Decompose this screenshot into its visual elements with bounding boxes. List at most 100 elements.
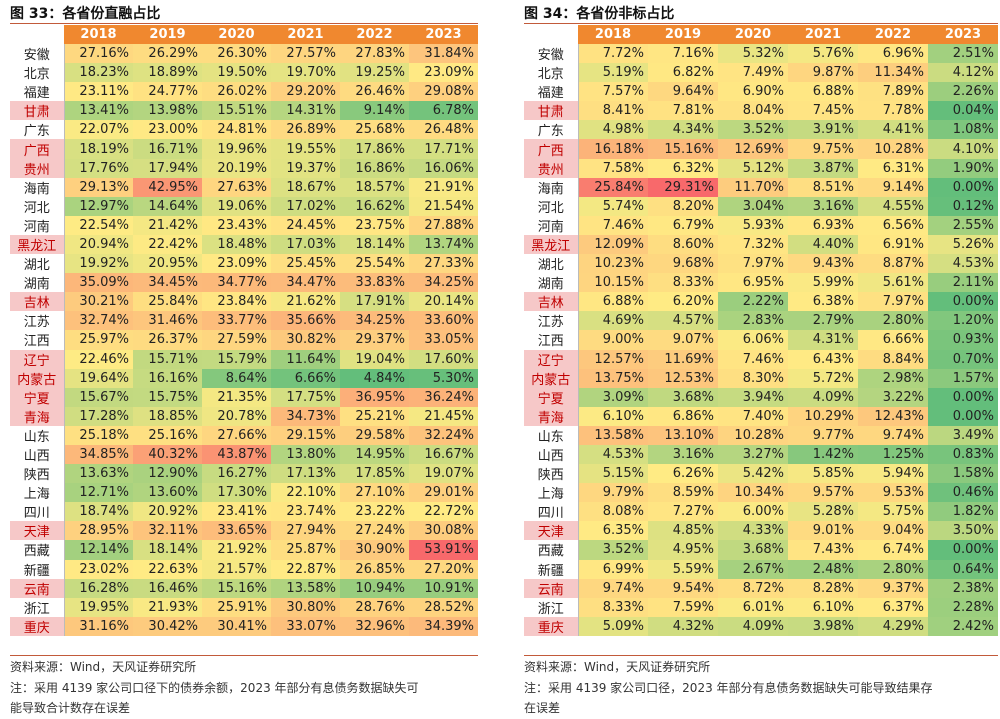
value-cell: 3.52% xyxy=(578,540,648,560)
value-cell: 17.02% xyxy=(271,196,340,216)
value-cell: 24.81% xyxy=(202,120,271,140)
value-cell: 3.22% xyxy=(858,387,928,407)
value-cell: 9.64% xyxy=(648,82,718,102)
province-label: 吉林 xyxy=(524,292,579,312)
table-row: 内蒙古 19.64% 16.16% 8.64% 6.66% 4.84% 5.30% xyxy=(10,368,478,388)
province-label: 浙江 xyxy=(524,597,579,617)
value-cell: 10.91% xyxy=(409,578,478,598)
value-cell: 10.23% xyxy=(578,254,648,274)
value-cell: 12.69% xyxy=(718,139,788,159)
value-cell: 3.91% xyxy=(788,120,858,140)
value-cell: 5.94% xyxy=(858,464,928,484)
left-note-line2: 能导致合计数存在误差 xyxy=(10,701,131,715)
value-cell: 6.20% xyxy=(648,292,718,312)
value-cell: 16.62% xyxy=(340,196,409,216)
value-cell: 23.09% xyxy=(202,254,271,274)
value-cell: 3.49% xyxy=(928,425,998,445)
table-row: 四川 8.08% 7.27% 6.00% 5.28% 5.75% 1.82% xyxy=(524,502,998,522)
province-label: 北京 xyxy=(10,63,65,83)
province-label: 重庆 xyxy=(524,616,579,636)
table-row: 甘肃 13.41% 13.98% 15.51% 14.31% 9.14% 6.78% xyxy=(10,101,478,121)
table-row: 西藏 3.52% 4.95% 3.68% 7.43% 6.74% 0.00% xyxy=(524,540,998,560)
table-row: 湖北 10.23% 9.68% 7.97% 9.43% 8.87% 4.53% xyxy=(524,254,998,274)
value-cell: 7.97% xyxy=(858,292,928,312)
value-cell: 34.39% xyxy=(409,616,478,636)
value-cell: 5.26% xyxy=(928,234,998,255)
value-cell: 2.48% xyxy=(788,559,858,579)
value-cell: 32.96% xyxy=(340,616,409,636)
value-cell: 30.82% xyxy=(271,330,340,350)
value-cell: 27.88% xyxy=(409,215,478,235)
value-cell: 3.98% xyxy=(788,616,858,636)
value-cell: 21.91% xyxy=(409,177,478,197)
table-row: 江西 25.97% 26.37% 27.59% 30.82% 29.37% 33.05% xyxy=(10,330,478,350)
value-cell: 23.00% xyxy=(133,120,202,140)
value-cell: 2.67% xyxy=(718,559,788,579)
value-cell: 23.74% xyxy=(271,502,340,522)
value-cell: 0.00% xyxy=(928,177,998,197)
value-cell: 10.34% xyxy=(718,483,788,503)
value-cell: 17.76% xyxy=(64,158,133,178)
table-row: 广东 4.98% 4.34% 3.52% 3.91% 4.41% 1.08% xyxy=(524,120,998,140)
value-cell: 24.77% xyxy=(133,82,202,102)
value-cell: 31.16% xyxy=(64,616,133,636)
value-cell: 34.85% xyxy=(64,444,133,465)
value-cell: 26.37% xyxy=(133,330,202,350)
value-cell: 5.72% xyxy=(788,368,858,388)
value-cell: 25.97% xyxy=(64,330,133,350)
table-row: 河南 22.54% 21.42% 23.43% 24.45% 23.75% 27.88% xyxy=(10,215,478,235)
table-row: 重庆 31.16% 30.42% 30.41% 33.07% 32.96% 34.39% xyxy=(10,616,478,636)
province-label: 北京 xyxy=(524,63,579,83)
value-cell: 19.06% xyxy=(202,196,271,216)
year-header: 2018 xyxy=(578,25,648,44)
value-cell: 8.64% xyxy=(202,368,271,388)
value-cell: 2.42% xyxy=(928,616,998,636)
value-cell: 27.10% xyxy=(340,483,409,503)
value-cell: 7.46% xyxy=(578,215,648,235)
table-row: 西藏 12.14% 18.14% 21.92% 25.87% 30.90% 53.91% xyxy=(10,540,478,560)
corner-cell xyxy=(10,25,64,44)
value-cell: 5.75% xyxy=(858,502,928,522)
value-cell: 3.04% xyxy=(718,196,788,216)
value-cell: 18.14% xyxy=(340,234,409,255)
table-row: 河南 7.46% 6.79% 5.93% 6.93% 6.56% 2.55% xyxy=(524,215,998,235)
value-cell: 21.93% xyxy=(133,597,202,617)
value-cell: 11.64% xyxy=(271,349,340,369)
value-cell: 6.32% xyxy=(648,158,718,178)
value-cell: 21.57% xyxy=(202,559,271,579)
value-cell: 26.02% xyxy=(202,82,271,102)
province-label: 海南 xyxy=(524,177,579,197)
province-label: 宁夏 xyxy=(10,387,65,407)
value-cell: 35.66% xyxy=(271,311,340,331)
value-cell: 6.43% xyxy=(788,349,858,369)
value-cell: 34.25% xyxy=(340,311,409,331)
left-direct-financing-table: 2018 2019 2020 2021 2022 2023 安徽 27.16% 26.29% 2… xyxy=(10,25,479,636)
value-cell: 30.90% xyxy=(340,540,409,560)
value-cell: 27.94% xyxy=(271,521,340,541)
value-cell: 18.74% xyxy=(64,502,133,522)
province-label: 湖北 xyxy=(524,254,579,274)
table-row: 浙江 8.33% 7.59% 6.01% 6.10% 6.37% 2.28% xyxy=(524,597,998,617)
table-row: 湖南 35.09% 34.45% 34.77% 34.47% 33.83% 34.25% xyxy=(10,273,478,293)
value-cell: 21.92% xyxy=(202,540,271,560)
table-row: 吉林 6.88% 6.20% 2.22% 6.38% 7.97% 0.00% xyxy=(524,292,998,312)
value-cell: 5.61% xyxy=(858,273,928,293)
value-cell: 30.42% xyxy=(133,616,202,636)
value-cell: 36.95% xyxy=(340,387,409,407)
value-cell: 6.88% xyxy=(788,82,858,102)
value-cell: 4.98% xyxy=(578,120,648,140)
value-cell: 19.55% xyxy=(271,139,340,159)
value-cell: 23.02% xyxy=(64,559,133,579)
value-cell: 11.34% xyxy=(858,63,928,83)
value-cell: 6.01% xyxy=(718,597,788,617)
value-cell: 5.74% xyxy=(578,196,648,216)
province-label: 辽宁 xyxy=(524,349,579,369)
value-cell: 6.00% xyxy=(718,502,788,522)
value-cell: 7.46% xyxy=(718,349,788,369)
value-cell: 8.51% xyxy=(788,177,858,197)
province-label: 安徽 xyxy=(10,44,65,64)
value-cell: 0.83% xyxy=(928,444,998,465)
value-cell: 2.26% xyxy=(928,82,998,102)
table-row: 四川 18.74% 20.92% 23.41% 23.74% 23.22% 22.72% xyxy=(10,502,478,522)
value-cell: 8.08% xyxy=(578,502,648,522)
